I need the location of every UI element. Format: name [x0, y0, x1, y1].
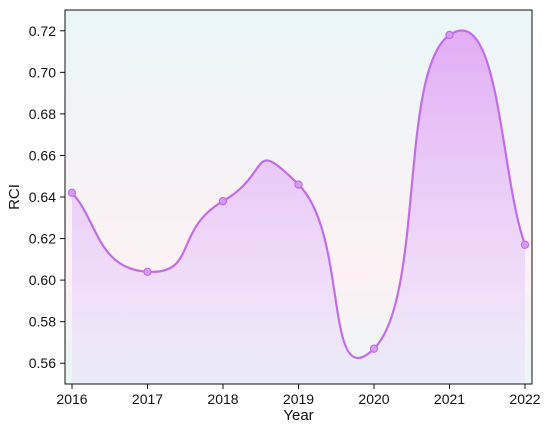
y-tick-label: 0.68	[29, 106, 56, 122]
y-tick-label: 0.58	[29, 314, 56, 330]
x-tick-label: 2019	[283, 391, 314, 407]
x-tick-label: 2017	[132, 391, 163, 407]
x-tick-label: 2022	[509, 391, 540, 407]
data-point-2021	[445, 30, 454, 40]
series-area	[72, 30, 525, 385]
x-tick-label: 2016	[56, 391, 87, 407]
data-point-2019	[294, 180, 303, 189]
x-tick-label: 2021	[434, 391, 465, 407]
y-tick-label: 0.60	[29, 272, 56, 288]
y-axis-title: RCI	[6, 184, 23, 210]
series-line	[71, 29, 527, 359]
x-tick-label: 2018	[207, 391, 238, 407]
y-tick-label: 0.66	[29, 147, 56, 163]
data-point-2016	[67, 188, 77, 198]
y-tick-label: 0.64	[29, 189, 56, 205]
y-tick-label: 0.62	[29, 231, 56, 247]
data-point-2017	[143, 267, 152, 276]
marks-layer	[67, 29, 530, 385]
y-tick-label: 0.70	[29, 64, 56, 80]
x-axis-title: Year	[283, 407, 313, 424]
data-point-2020	[369, 344, 379, 353]
x-tick-label: 2020	[358, 391, 389, 407]
y-tick-label: 0.72	[29, 23, 56, 39]
data-point-2018	[218, 196, 228, 206]
y-axis: 0.56 0.58 0.60 0.62 0.64 0.66 0.68 0.70 0.72	[29, 23, 65, 371]
x-axis: 2016 2017 2018 2019 2020 2021 2022	[56, 384, 541, 407]
data-point-2022	[520, 240, 530, 249]
y-tick-label: 0.56	[29, 355, 56, 371]
